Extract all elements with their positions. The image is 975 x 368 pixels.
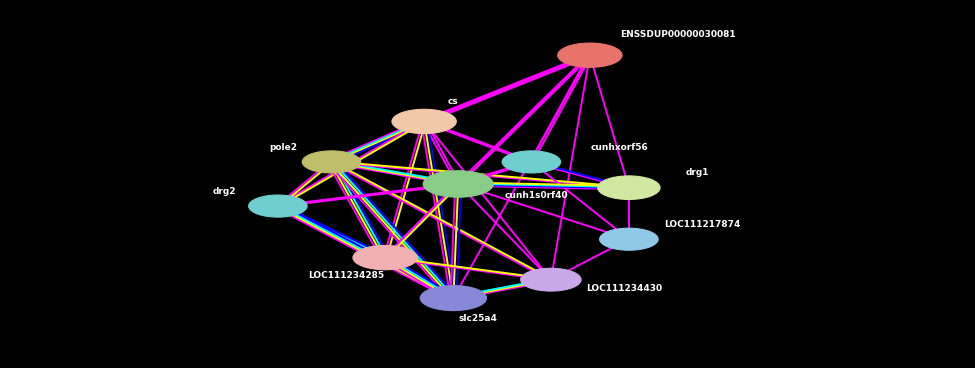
Text: cunh1s0rf40: cunh1s0rf40 xyxy=(504,191,568,199)
Text: slc25a4: slc25a4 xyxy=(458,314,497,323)
Circle shape xyxy=(502,151,561,173)
Circle shape xyxy=(423,171,493,197)
Text: ENSSDUP00000030081: ENSSDUP00000030081 xyxy=(620,31,735,39)
Circle shape xyxy=(521,268,581,291)
Text: cs: cs xyxy=(448,97,459,106)
Circle shape xyxy=(598,176,660,199)
Circle shape xyxy=(353,245,417,270)
Circle shape xyxy=(392,109,456,134)
Text: cunhxorf56: cunhxorf56 xyxy=(590,143,648,152)
Circle shape xyxy=(302,151,361,173)
Text: drg2: drg2 xyxy=(213,187,236,196)
Text: drg1: drg1 xyxy=(685,169,709,177)
Text: pole2: pole2 xyxy=(269,143,296,152)
Text: LOC111217874: LOC111217874 xyxy=(664,220,740,229)
Text: LOC111234285: LOC111234285 xyxy=(308,272,384,280)
Circle shape xyxy=(558,43,622,67)
Text: LOC111234430: LOC111234430 xyxy=(586,284,662,293)
Circle shape xyxy=(420,286,487,311)
Circle shape xyxy=(600,228,658,250)
Circle shape xyxy=(249,195,307,217)
